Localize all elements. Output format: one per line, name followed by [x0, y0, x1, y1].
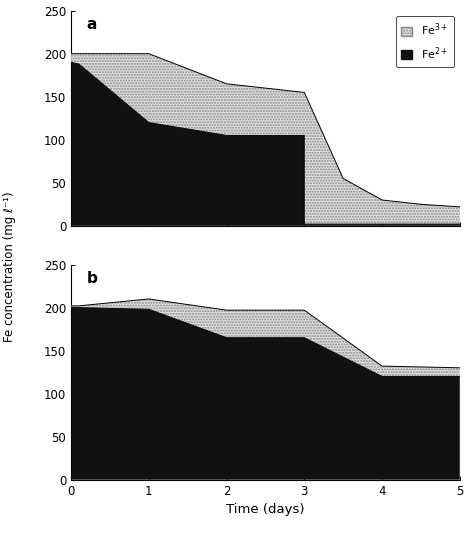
X-axis label: Time (days): Time (days): [226, 503, 305, 516]
Legend: Fe$^{3+}$, Fe$^{2+}$: Fe$^{3+}$, Fe$^{2+}$: [396, 16, 454, 67]
Text: Fe concentration (mg ℓ⁻¹): Fe concentration (mg ℓ⁻¹): [3, 191, 16, 342]
Text: b: b: [87, 271, 98, 286]
Text: a: a: [87, 17, 97, 32]
